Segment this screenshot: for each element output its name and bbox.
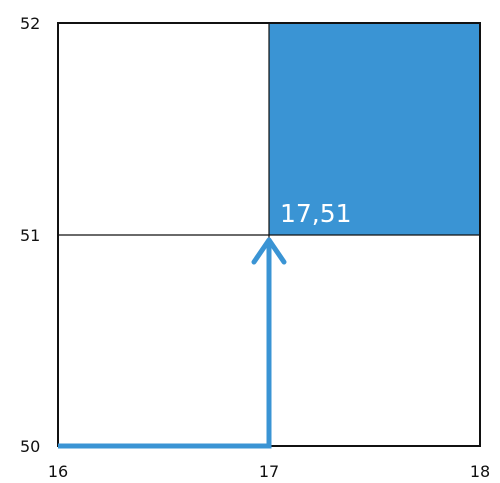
path-arrow [58,240,272,449]
cell-label: 17,51 [280,199,352,228]
x-tick-label-right: 18 [470,462,490,481]
y-tick-label-top: 52 [20,14,40,33]
arrowhead-icon [251,237,287,265]
y-tick-label-bottom: 50 [20,437,40,456]
y-tick-label-middle: 51 [20,226,40,245]
highlighted-cell [269,23,480,235]
x-tick-label-left: 16 [48,462,68,481]
x-tick-label-middle: 17 [259,462,279,481]
